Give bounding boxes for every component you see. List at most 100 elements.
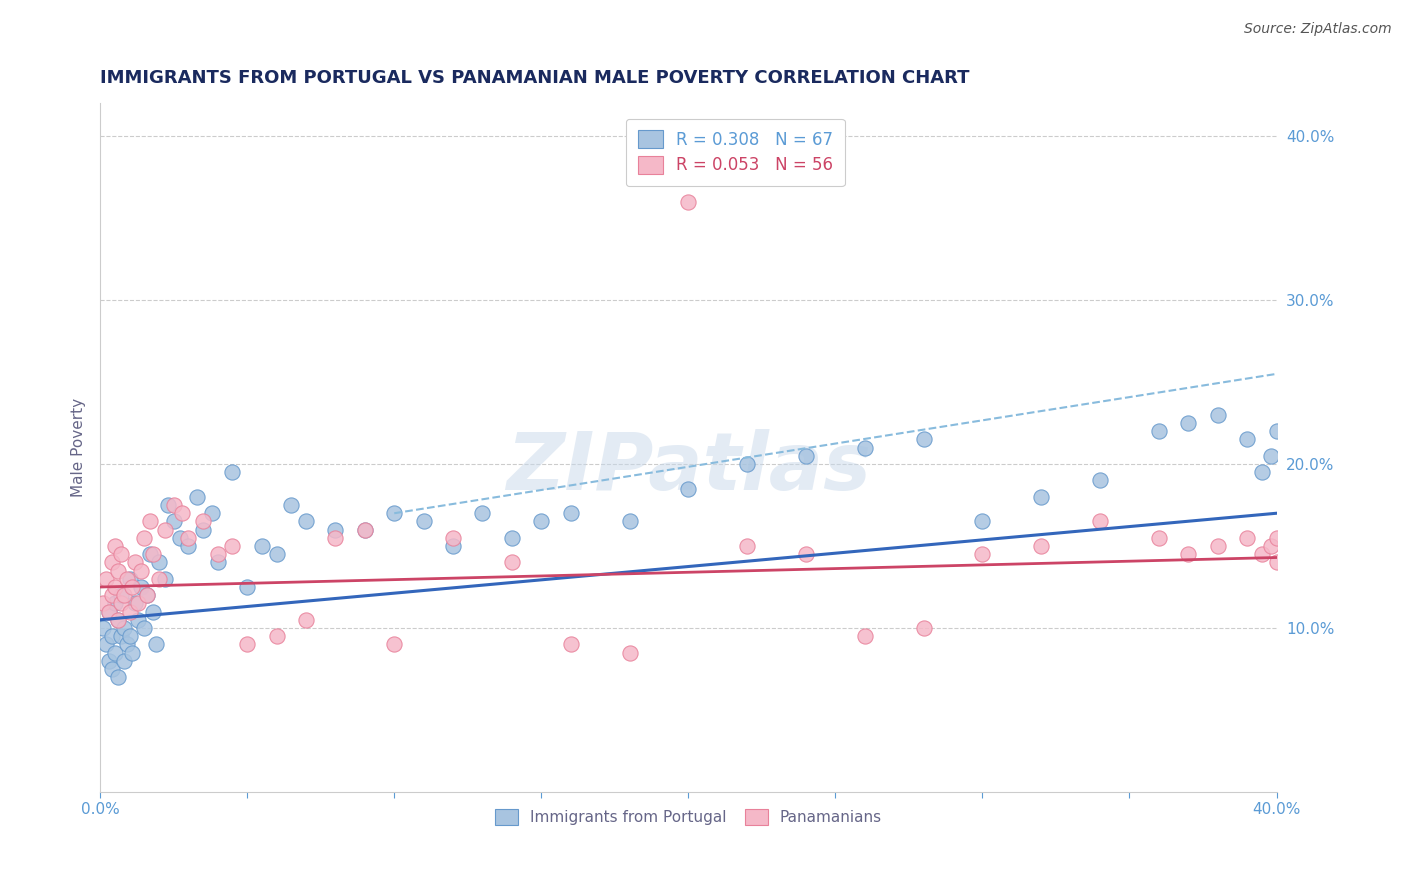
Point xyxy=(91,621,114,635)
Point xyxy=(619,646,641,660)
Point xyxy=(207,547,229,561)
Point xyxy=(112,654,135,668)
Point xyxy=(191,515,214,529)
Point xyxy=(1206,539,1229,553)
Point xyxy=(112,588,135,602)
Point xyxy=(172,506,194,520)
Point xyxy=(107,613,129,627)
Point xyxy=(101,629,124,643)
Point xyxy=(221,539,243,553)
Point xyxy=(560,506,582,520)
Point xyxy=(441,531,464,545)
Point xyxy=(1265,531,1288,545)
Point xyxy=(266,547,288,561)
Point xyxy=(1236,531,1258,545)
Legend: Immigrants from Portugal, Panamanians: Immigrants from Portugal, Panamanians xyxy=(486,801,890,832)
Point xyxy=(118,572,141,586)
Point xyxy=(104,596,127,610)
Point xyxy=(142,605,165,619)
Point xyxy=(1265,556,1288,570)
Point xyxy=(619,515,641,529)
Point xyxy=(353,523,375,537)
Point xyxy=(280,498,302,512)
Point xyxy=(110,629,132,643)
Point xyxy=(148,556,170,570)
Point xyxy=(191,523,214,537)
Point xyxy=(136,588,159,602)
Point xyxy=(412,515,434,529)
Point xyxy=(441,539,464,553)
Point xyxy=(1260,449,1282,463)
Point xyxy=(139,515,162,529)
Point xyxy=(104,580,127,594)
Point xyxy=(107,670,129,684)
Point xyxy=(912,621,935,635)
Point xyxy=(97,605,120,619)
Point xyxy=(101,588,124,602)
Point xyxy=(678,482,700,496)
Point xyxy=(110,588,132,602)
Point xyxy=(97,605,120,619)
Point xyxy=(1147,424,1170,438)
Point xyxy=(236,580,259,594)
Point xyxy=(471,506,494,520)
Point xyxy=(104,539,127,553)
Point xyxy=(110,596,132,610)
Point xyxy=(236,637,259,651)
Point xyxy=(153,523,176,537)
Point xyxy=(1177,547,1199,561)
Point xyxy=(972,515,994,529)
Point xyxy=(134,531,156,545)
Point xyxy=(136,588,159,602)
Point xyxy=(794,547,817,561)
Point xyxy=(101,662,124,676)
Point xyxy=(142,547,165,561)
Point xyxy=(118,605,141,619)
Point xyxy=(1250,465,1272,479)
Point xyxy=(163,498,186,512)
Point xyxy=(1265,424,1288,438)
Point xyxy=(163,515,186,529)
Point xyxy=(1088,474,1111,488)
Point xyxy=(148,572,170,586)
Point xyxy=(1147,531,1170,545)
Point xyxy=(124,556,146,570)
Point xyxy=(94,637,117,651)
Point xyxy=(177,531,200,545)
Point xyxy=(912,433,935,447)
Point xyxy=(295,613,318,627)
Point xyxy=(1236,433,1258,447)
Point xyxy=(207,556,229,570)
Point xyxy=(177,539,200,553)
Point xyxy=(501,531,523,545)
Point xyxy=(794,449,817,463)
Point xyxy=(353,523,375,537)
Point xyxy=(115,637,138,651)
Point xyxy=(325,531,347,545)
Point xyxy=(325,523,347,537)
Point xyxy=(382,637,405,651)
Point xyxy=(678,194,700,209)
Point xyxy=(127,613,149,627)
Point xyxy=(266,629,288,643)
Point xyxy=(169,531,191,545)
Text: Source: ZipAtlas.com: Source: ZipAtlas.com xyxy=(1244,22,1392,37)
Point xyxy=(1260,539,1282,553)
Point xyxy=(121,646,143,660)
Point xyxy=(221,465,243,479)
Point xyxy=(97,654,120,668)
Point xyxy=(107,613,129,627)
Point xyxy=(530,515,553,529)
Point xyxy=(295,515,318,529)
Point xyxy=(139,547,162,561)
Point xyxy=(501,556,523,570)
Point xyxy=(186,490,208,504)
Y-axis label: Male Poverty: Male Poverty xyxy=(72,398,86,497)
Point xyxy=(94,572,117,586)
Point xyxy=(131,580,153,594)
Point xyxy=(1031,539,1053,553)
Text: ZIPatlas: ZIPatlas xyxy=(506,429,870,508)
Point xyxy=(110,547,132,561)
Point xyxy=(1206,408,1229,422)
Point xyxy=(1250,547,1272,561)
